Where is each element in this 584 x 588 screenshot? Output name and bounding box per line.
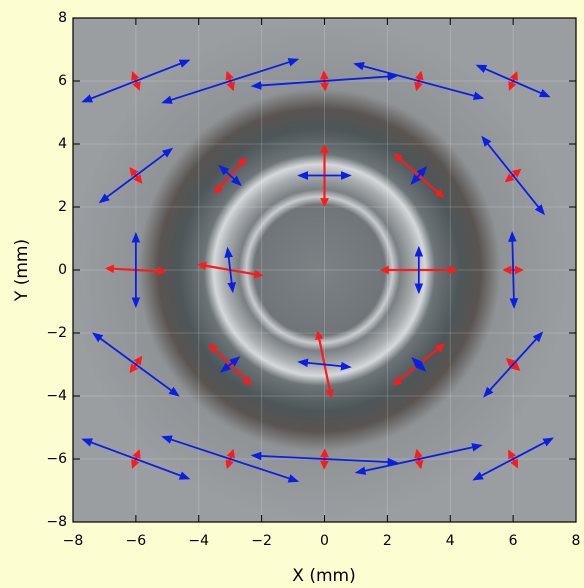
blue-arrow bbox=[508, 230, 519, 310]
y-tick-label: −6 bbox=[46, 451, 67, 467]
blue-arrow bbox=[161, 435, 300, 483]
blue-arrow bbox=[161, 58, 300, 104]
blue-arrow bbox=[98, 147, 174, 204]
blue-arrow bbox=[483, 331, 544, 398]
y-tick-label: 8 bbox=[58, 10, 67, 26]
x-tick-label: −4 bbox=[188, 533, 209, 549]
blue-arrow bbox=[410, 166, 428, 185]
x-tick-label: −6 bbox=[126, 533, 147, 549]
blue-arrow bbox=[472, 437, 555, 481]
blue-arrow bbox=[92, 332, 180, 397]
y-axis-label: Y (mm) bbox=[12, 239, 32, 302]
y-tick-label: 0 bbox=[58, 262, 67, 278]
y-tick-label: −8 bbox=[46, 514, 67, 530]
y-tick-label: 6 bbox=[58, 73, 67, 89]
x-tick-label: −8 bbox=[63, 533, 84, 549]
blue-arrow bbox=[354, 443, 483, 475]
blue-arrow bbox=[218, 164, 242, 187]
x-tick-label: 2 bbox=[383, 533, 392, 549]
blue-arrow bbox=[475, 64, 551, 98]
y-tick-label: −2 bbox=[46, 325, 67, 341]
y-tick-label: 4 bbox=[58, 136, 67, 152]
y-tick-label: 2 bbox=[58, 199, 67, 215]
blue-arrow bbox=[481, 135, 545, 216]
blue-arrow bbox=[220, 356, 241, 373]
y-tick-label: −4 bbox=[46, 388, 67, 404]
blue-arrow bbox=[353, 62, 485, 100]
blue-arrow bbox=[297, 358, 352, 371]
x-tick-label: 4 bbox=[446, 533, 455, 549]
x-tick-label: 0 bbox=[320, 533, 329, 549]
x-axis-label: X (mm) bbox=[292, 566, 355, 586]
x-tick-label: −2 bbox=[251, 533, 272, 549]
x-tick-label: 6 bbox=[509, 533, 518, 549]
blue-arrow bbox=[224, 246, 236, 294]
blue-arrow bbox=[411, 356, 427, 373]
x-tick-label: 8 bbox=[572, 533, 581, 549]
